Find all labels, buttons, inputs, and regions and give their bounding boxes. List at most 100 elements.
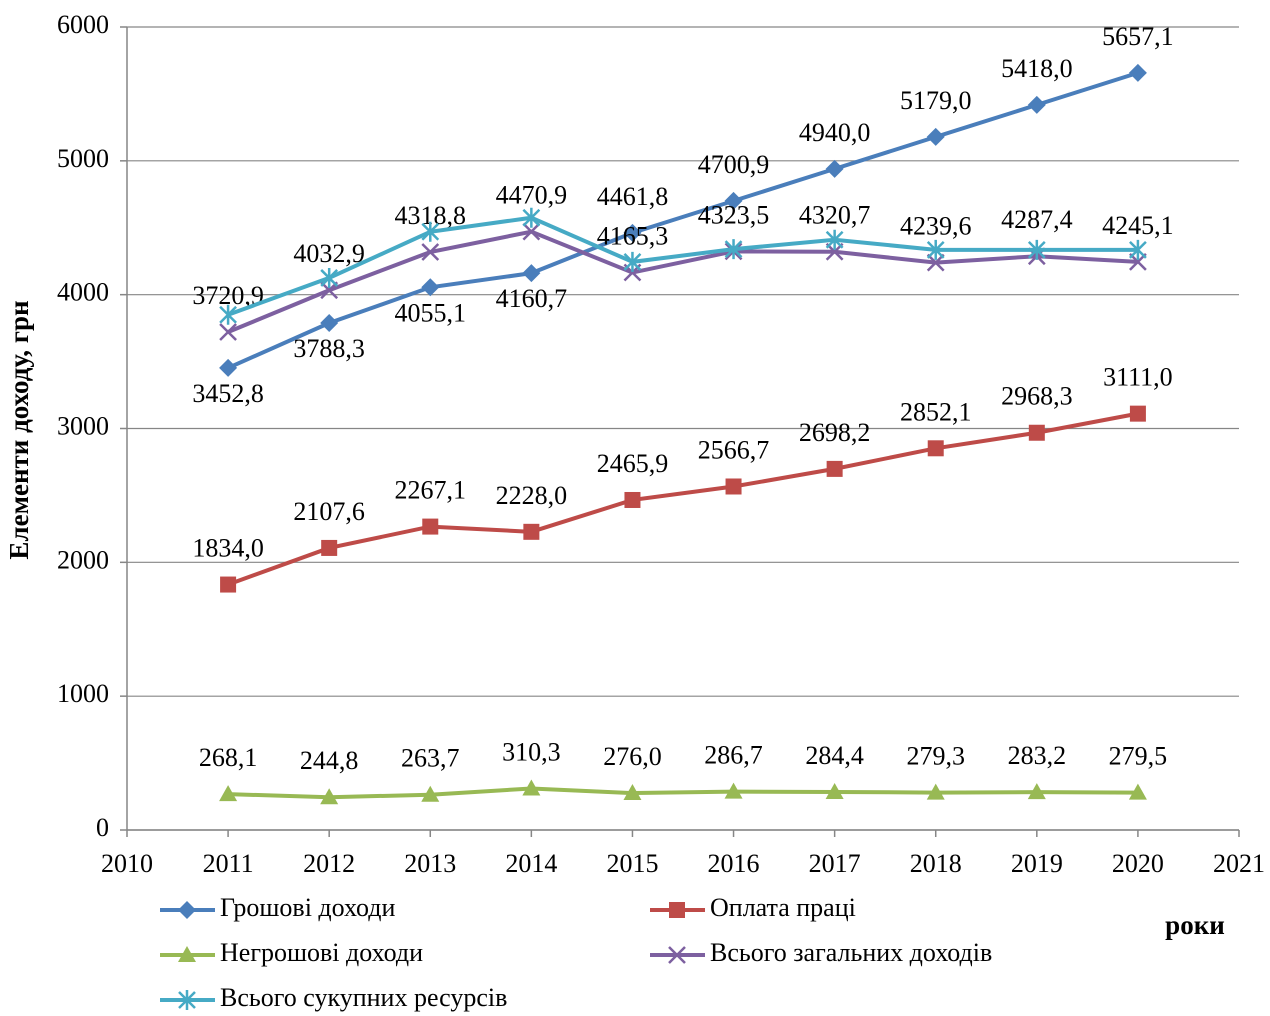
data-label: 4323,5 xyxy=(698,200,770,229)
marker xyxy=(668,946,686,964)
marker xyxy=(421,278,440,297)
series-line xyxy=(227,215,1138,317)
data-label: 2566,7 xyxy=(698,435,770,464)
marker xyxy=(421,243,440,261)
legend-item: Всього загальних доходів xyxy=(650,938,992,967)
data-label: 310,3 xyxy=(502,737,561,766)
marker xyxy=(219,785,238,802)
marker xyxy=(421,785,440,802)
y-tick-label: 4000 xyxy=(57,278,109,307)
marker xyxy=(825,229,844,250)
marker xyxy=(623,784,642,801)
data-label: 2107,6 xyxy=(293,497,365,526)
marker xyxy=(421,221,440,242)
data-label: 2267,1 xyxy=(395,476,467,505)
data-label: 2968,3 xyxy=(1001,382,1073,411)
data-label: 2228,0 xyxy=(496,481,568,510)
y-tick-label: 1000 xyxy=(57,679,109,708)
marker xyxy=(219,304,237,325)
marker xyxy=(1027,783,1046,800)
data-label: 4700,9 xyxy=(698,150,770,179)
legend-item: Всього сукупних ресурсів xyxy=(160,983,507,1012)
x-tick-label: 2012 xyxy=(303,849,355,878)
marker xyxy=(1027,95,1046,114)
data-label: 4239,6 xyxy=(900,212,972,241)
data-label: 3788,3 xyxy=(293,334,365,363)
marker xyxy=(926,127,945,146)
y-tick-label: 6000 xyxy=(57,10,109,39)
legend-item: Грошові доходи xyxy=(160,893,395,922)
data-label: 5179,0 xyxy=(900,86,972,115)
data-label: 283,2 xyxy=(1008,741,1067,770)
marker xyxy=(178,946,196,962)
data-label: 5657,1 xyxy=(1102,22,1174,51)
x-axis-label: роки xyxy=(1165,910,1225,940)
marker xyxy=(178,901,196,919)
marker xyxy=(725,478,742,495)
marker xyxy=(826,460,843,477)
data-label: 4160,7 xyxy=(496,284,568,313)
marker xyxy=(523,523,540,540)
x-tick-label: 2016 xyxy=(708,849,760,878)
legend-label: Всього сукупних ресурсів xyxy=(220,983,507,1012)
legend-item: Негрошові доходи xyxy=(160,938,423,967)
data-label: 3452,8 xyxy=(192,379,264,408)
marker xyxy=(321,539,338,556)
marker xyxy=(825,159,844,178)
x-tick-label: 2017 xyxy=(809,849,861,878)
data-label: 4165,3 xyxy=(597,222,669,251)
data-label: 2852,1 xyxy=(900,397,972,426)
marker xyxy=(623,223,642,242)
data-label: 4461,8 xyxy=(597,182,669,211)
marker xyxy=(522,207,541,228)
data-label: 3111,0 xyxy=(1103,363,1173,392)
data-label: 284,4 xyxy=(805,741,864,770)
data-label: 279,3 xyxy=(906,742,965,771)
marker xyxy=(1129,239,1147,260)
x-tick-label: 2011 xyxy=(203,849,254,878)
marker xyxy=(320,788,339,805)
x-tick-label: 2015 xyxy=(606,849,658,878)
data-label: 2465,9 xyxy=(597,449,669,478)
data-label: 263,7 xyxy=(401,744,460,773)
marker xyxy=(1128,783,1147,800)
series-line xyxy=(228,786,1138,800)
marker xyxy=(320,313,339,332)
x-tick-label: 2021 xyxy=(1213,849,1265,878)
legend-label: Всього загальних доходів xyxy=(710,938,992,967)
marker xyxy=(926,253,945,272)
x-tick-label: 2014 xyxy=(505,849,557,878)
data-label: 244,8 xyxy=(300,746,359,775)
y-tick-label: 3000 xyxy=(57,411,109,440)
marker xyxy=(724,782,743,799)
marker xyxy=(825,782,844,799)
marker xyxy=(927,440,944,457)
series-line xyxy=(227,229,1139,334)
marker xyxy=(320,267,339,288)
marker xyxy=(1128,63,1147,82)
x-tick-label: 2019 xyxy=(1011,849,1063,878)
data-label: 279,5 xyxy=(1109,742,1168,771)
data-label: 4470,9 xyxy=(496,181,568,210)
marker xyxy=(522,222,541,241)
data-label: 4032,9 xyxy=(293,239,365,268)
marker xyxy=(1129,405,1146,422)
y-tick-label: 2000 xyxy=(57,545,109,574)
data-label: 4287,4 xyxy=(1001,205,1073,234)
legend-label: Оплата праці xyxy=(710,893,856,922)
data-label: 4245,1 xyxy=(1102,211,1174,240)
legend-label: Грошові доходи xyxy=(220,893,395,922)
data-label: 4055,1 xyxy=(395,298,467,327)
x-tick-label: 2013 xyxy=(404,849,456,878)
marker xyxy=(926,783,945,800)
marker xyxy=(220,576,237,593)
x-tick-label: 2020 xyxy=(1112,849,1164,878)
y-tick-label: 5000 xyxy=(57,144,109,173)
marker xyxy=(724,239,743,260)
data-label: 286,7 xyxy=(704,741,763,770)
legend-label: Негрошові доходи xyxy=(220,938,423,967)
series-line xyxy=(227,70,1139,370)
marker xyxy=(669,902,685,918)
data-label: 5418,0 xyxy=(1001,54,1073,83)
